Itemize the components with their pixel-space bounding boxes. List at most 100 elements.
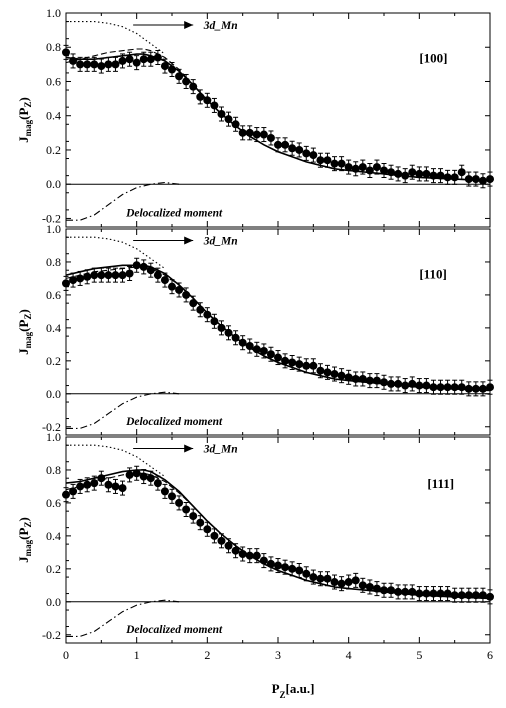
- x-tick-label: 3: [275, 648, 281, 662]
- data-point: [443, 383, 452, 392]
- data-point: [415, 169, 424, 178]
- data-point: [125, 55, 134, 64]
- data-point: [231, 120, 240, 129]
- series-line-dashdot: [66, 181, 180, 221]
- data-point: [104, 480, 113, 489]
- data-point: [90, 60, 99, 69]
- x-tick-label: 1: [134, 648, 140, 662]
- x-axis-title-main: P: [272, 681, 280, 696]
- data-point: [486, 383, 494, 392]
- data-point: [111, 271, 120, 280]
- data-point: [302, 569, 311, 578]
- y-axis-label-ylabel: J: [16, 136, 31, 143]
- data-point: [309, 151, 318, 160]
- data-point: [252, 551, 261, 560]
- data-point: [168, 492, 176, 501]
- data-point: [97, 271, 106, 280]
- data-point: [478, 591, 487, 600]
- data-point: [69, 276, 78, 285]
- data-point: [238, 128, 247, 137]
- y-axis-label-ylabel-arg: (P: [16, 319, 31, 331]
- y-tick-label: 1.0: [46, 222, 61, 236]
- data-point: [97, 62, 106, 71]
- data-point: [231, 546, 240, 555]
- x-tick-label: 6: [487, 648, 493, 662]
- data-point: [337, 159, 346, 168]
- data-point: [295, 145, 304, 154]
- data-point: [443, 173, 452, 182]
- series-line-dotted: [66, 444, 166, 478]
- y-tick-label: 0.8: [46, 255, 61, 269]
- data-point: [394, 169, 403, 178]
- y-tick-label: 1.0: [46, 6, 61, 20]
- data-point: [224, 541, 233, 550]
- data-point: [83, 480, 92, 489]
- series-line-dotted: [66, 236, 166, 270]
- data-point: [118, 56, 127, 65]
- data-point: [337, 371, 346, 380]
- data-point: [132, 58, 141, 67]
- data-point: [189, 512, 198, 521]
- data-point: [408, 168, 417, 177]
- series-line-solid: [65, 53, 491, 182]
- data-point: [175, 498, 184, 507]
- data-point: [337, 579, 346, 588]
- data-point: [288, 358, 297, 367]
- data-point: [259, 130, 268, 139]
- arrow-head: [184, 20, 194, 29]
- data-point: [139, 472, 148, 481]
- data-point: [288, 564, 297, 573]
- panel-2: 1.0 0.8 0.6 0.4 0.2 0.0 -0.20 1 2 3 4 5 6 Jmag(PZ) [11…: [16, 430, 494, 662]
- data-point: [471, 384, 480, 393]
- annotation-3d-mn: 3d_Mn: [203, 236, 238, 248]
- data-point: [478, 384, 487, 393]
- data-point: [160, 62, 169, 71]
- arrow-head: [184, 236, 194, 245]
- annotation-delocalized: Delocalized moment: [125, 208, 223, 220]
- data-point: [153, 479, 162, 488]
- data-point: [175, 72, 184, 81]
- data-point: [118, 484, 127, 493]
- data-point: [217, 536, 226, 545]
- data-point: [309, 361, 318, 370]
- data-point: [104, 271, 113, 280]
- data-point: [217, 323, 226, 332]
- data-point: [422, 169, 431, 178]
- y-axis-label: Jmag(PZ): [16, 97, 33, 143]
- y-tick-label: 0.0: [46, 177, 61, 191]
- y-axis-label-ylabel-sub: mag: [23, 539, 33, 556]
- data-point: [330, 159, 339, 168]
- x-axis-title-sub: Z: [280, 690, 286, 700]
- y-tick-label: 0.2: [46, 562, 61, 576]
- panel-1: 1.0 0.8 0.6 0.4 0.2 0.0 -0.2 Jmag(PZ) [110] 3d_Mn…: [16, 222, 494, 436]
- data-point: [104, 60, 113, 69]
- data-point: [160, 487, 169, 496]
- series-line-dotted: [66, 21, 166, 55]
- data-point: [111, 482, 120, 491]
- data-point: [118, 271, 127, 280]
- annotation-delocalized: Delocalized moment: [125, 624, 223, 636]
- data-point: [344, 373, 353, 382]
- data-point: [380, 378, 388, 387]
- y-tick-label: 0.0: [46, 387, 61, 401]
- y-tick-label: 0.4: [46, 109, 61, 123]
- data-point: [210, 531, 219, 540]
- x-tick-label: 2: [204, 648, 210, 662]
- series-line-dashed: [65, 48, 491, 182]
- y-axis-label-ylabel-close: ): [16, 517, 31, 521]
- y-tick-label: 0.6: [46, 74, 61, 88]
- x-tick-label: 5: [416, 648, 422, 662]
- data-point: [302, 149, 311, 158]
- direction-label: [110]: [419, 266, 446, 281]
- data-point: [160, 276, 169, 285]
- y-tick-label: 0.4: [46, 529, 61, 543]
- data-point: [450, 591, 459, 600]
- data-point: [62, 48, 70, 57]
- data-point: [153, 271, 162, 280]
- series-line-dashed: [65, 266, 491, 392]
- data-point: [436, 383, 445, 392]
- data-point: [450, 173, 459, 182]
- data-point: [182, 505, 191, 514]
- x-axis-title: PZ[a.u.]: [272, 681, 315, 700]
